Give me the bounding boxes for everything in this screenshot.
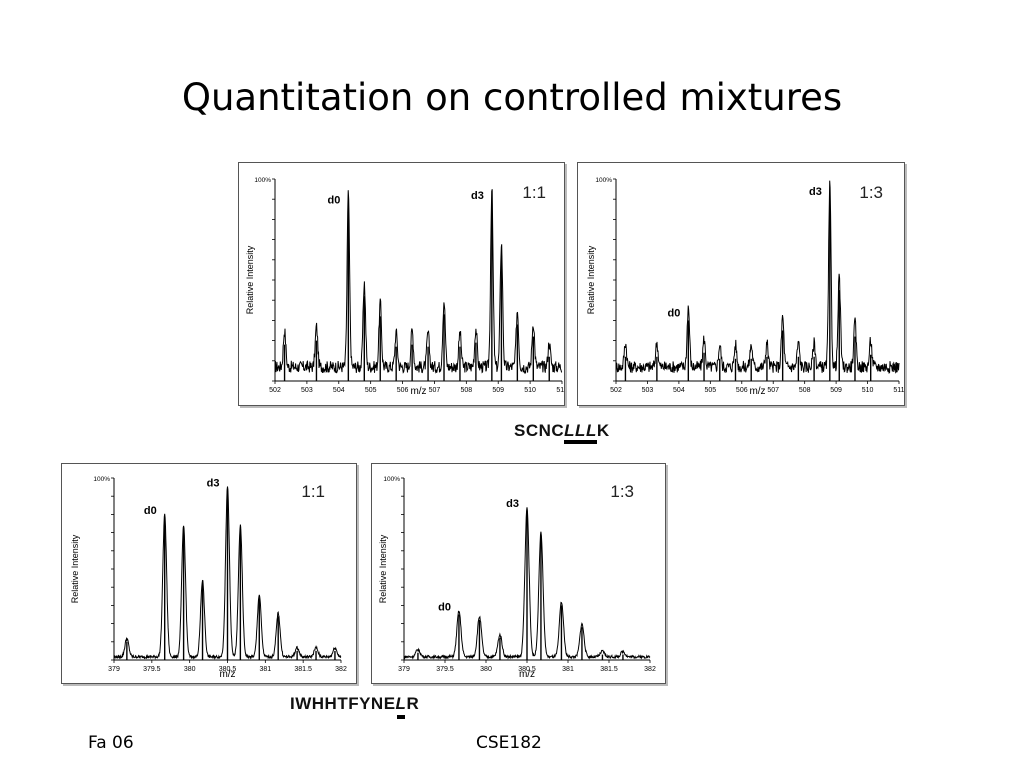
x-tick-label: 502 xyxy=(269,387,281,394)
peptide-labeled-residues: LLL xyxy=(564,421,597,444)
footer-left: Fa 06 xyxy=(88,733,134,753)
x-tick-label: 380.5 xyxy=(219,666,237,673)
chart-svg: 100% Relative Intensity 379 379.5 380 380.5 38… xyxy=(70,476,347,680)
chart-svg: 100% Relative Intensity 379 379.5 380 380.5 38… xyxy=(378,476,656,680)
peak-annotation: d3 xyxy=(471,190,484,202)
chart-svg: 100% Relative Intensity 502 503 504 505 506 507… xyxy=(245,177,564,397)
peak-annotation: d0 xyxy=(438,602,451,614)
x-tick-label: 380 xyxy=(480,666,492,673)
x-tick-label: 509 xyxy=(830,387,842,394)
y-top-label: 100% xyxy=(254,177,271,184)
peak-annotation: d3 xyxy=(506,498,519,510)
x-tick-label: 379.5 xyxy=(143,666,161,673)
spectrum-trace xyxy=(274,189,563,375)
x-tick-label: 503 xyxy=(642,387,654,394)
slide-title: Quantitation on controlled mixtures xyxy=(181,76,843,119)
x-tick-label: 505 xyxy=(365,387,377,394)
peak-annotation: d3 xyxy=(809,186,822,198)
x-tick-label: 381 xyxy=(562,666,574,673)
x-tick-label: 508 xyxy=(799,387,811,394)
x-axis-label: m/z xyxy=(749,386,765,397)
peptide-prefix: IWHHTFYNE xyxy=(290,694,396,713)
x-tick-label: 507 xyxy=(767,387,779,394)
x-tick-label: 381.5 xyxy=(600,666,618,673)
x-tick-label: 506 xyxy=(397,387,409,394)
ratio-label: 1:3 xyxy=(859,183,883,202)
x-tick-label: 510 xyxy=(524,387,536,394)
x-tick-label: 505 xyxy=(704,387,716,394)
y-top-label: 100% xyxy=(595,177,612,184)
x-tick-label: 510 xyxy=(862,387,874,394)
y-axis-label: Relative Intensity xyxy=(70,534,80,603)
y-axis-label: Relative Intensity xyxy=(378,534,388,603)
y-top-label: 100% xyxy=(383,476,400,483)
y-top-label: 100% xyxy=(93,476,110,483)
label-underline xyxy=(396,715,406,719)
spectrum-trace xyxy=(615,180,900,374)
x-tick-label: 502 xyxy=(610,387,622,394)
x-axis-label: m/z xyxy=(519,669,535,680)
x-tick-label: 511 xyxy=(893,387,904,394)
x-tick-label: 382 xyxy=(644,666,656,673)
peptide-suffix: K xyxy=(596,421,610,440)
x-axis-label: m/z xyxy=(410,386,426,397)
ratio-label: 1:1 xyxy=(301,482,325,501)
x-tick-label: 504 xyxy=(333,387,345,394)
ratio-label: 1:1 xyxy=(522,183,546,202)
peptide-labeled-residues: L xyxy=(396,694,407,719)
x-tick-label: 380 xyxy=(184,666,196,673)
spectrum-trace xyxy=(113,486,342,661)
x-tick-label: 379 xyxy=(108,666,120,673)
peak-annotation: d0 xyxy=(144,505,157,517)
peak-annotation: d0 xyxy=(328,194,341,206)
y-axis-label: Relative Intensity xyxy=(586,245,596,314)
x-tick-label: 379.5 xyxy=(436,666,454,673)
peptide-suffix: R xyxy=(406,694,420,713)
spectrum-chart-bottom-left: 100% Relative Intensity 379 379.5 380 380.5 38… xyxy=(61,463,357,684)
x-tick-label: 380.5 xyxy=(518,666,536,673)
peptide-sequence-bottom: IWHHTFYNEL R xyxy=(290,694,420,719)
spectrum-chart-top-left: 100% Relative Intensity 502 503 504 505 506 507… xyxy=(238,162,565,406)
x-axis-label: m/z xyxy=(219,669,235,680)
peptide-sequence-top: SCNCLLLK xyxy=(514,421,610,444)
x-tick-label: 379 xyxy=(398,666,410,673)
x-tick-label: 381.5 xyxy=(294,666,312,673)
spectrum-trace xyxy=(403,507,651,660)
x-tick-label: 382 xyxy=(335,666,347,673)
spectrum-chart-top-right: 100% Relative Intensity 502 503 504 505 506 507… xyxy=(577,162,905,406)
peptide-prefix: SCNC xyxy=(514,421,565,440)
x-tick-label: 504 xyxy=(673,387,685,394)
peak-annotation: d3 xyxy=(207,478,220,490)
x-tick-label: 508 xyxy=(460,387,472,394)
chart-svg: 100% Relative Intensity 502 503 504 505 506 507… xyxy=(586,177,904,397)
x-tick-label: 506 xyxy=(736,387,748,394)
x-tick-label: 507 xyxy=(429,387,441,394)
x-tick-label: 503 xyxy=(301,387,313,394)
x-tick-label: 509 xyxy=(492,387,504,394)
y-axis-label: Relative Intensity xyxy=(245,245,255,314)
x-tick-label: 381 xyxy=(259,666,271,673)
x-tick-label: 511 xyxy=(556,387,564,394)
ratio-label: 1:3 xyxy=(610,482,634,501)
spectrum-chart-bottom-right: 100% Relative Intensity 379 379.5 380 380.5 38… xyxy=(371,463,666,684)
footer-center: CSE182 xyxy=(476,733,542,753)
peak-annotation: d0 xyxy=(667,307,680,319)
